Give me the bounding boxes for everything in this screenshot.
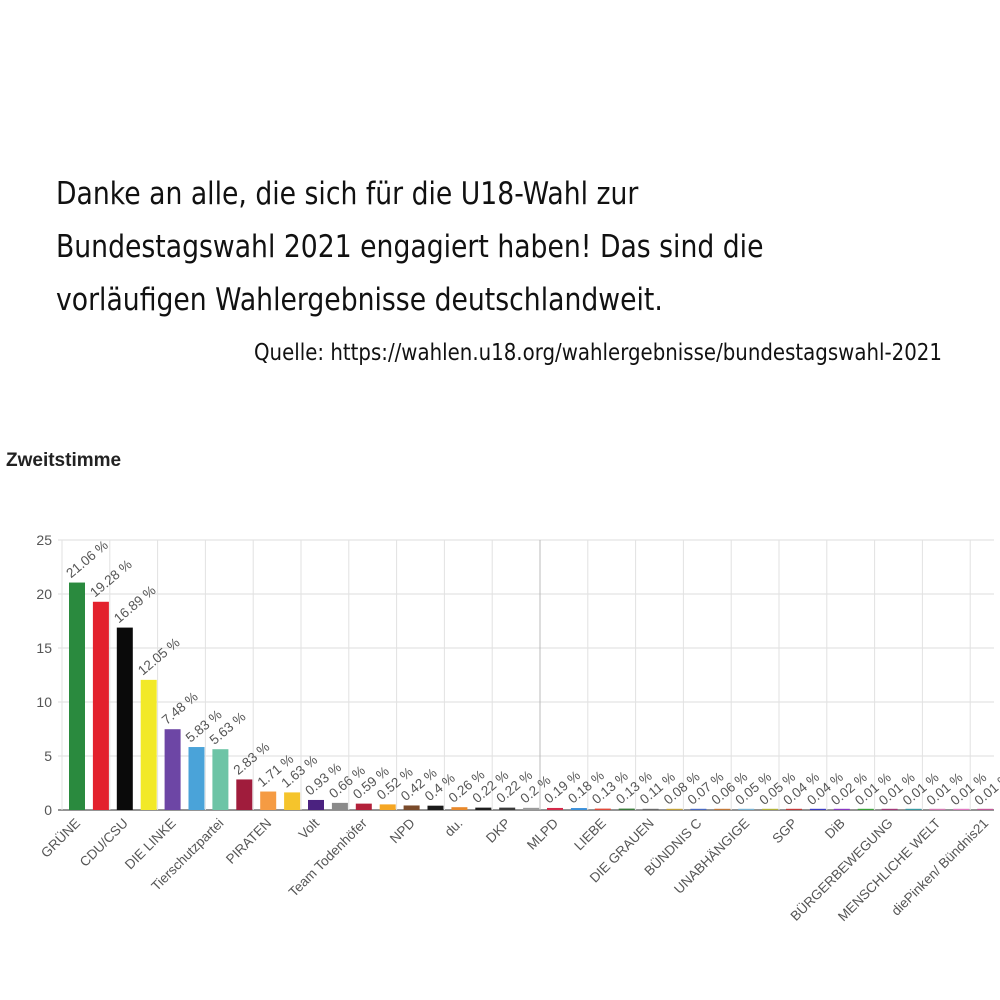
bar [451, 807, 468, 810]
x-tick-label: LIEBE [571, 816, 609, 854]
x-tick-label: DiB [822, 816, 848, 842]
chart-title: Zweitstimme [6, 450, 122, 471]
bar [714, 808, 731, 810]
bar [260, 791, 277, 810]
x-tick-label: du. [442, 816, 466, 840]
x-tick-label: NPD [387, 815, 418, 846]
bar [236, 779, 253, 810]
bar [857, 808, 874, 810]
x-tick-label: SGP [769, 816, 800, 847]
bar [642, 808, 659, 810]
bar [570, 808, 587, 810]
x-tick-label: diePinken/ Bündnis21 [888, 816, 991, 919]
post-headline: Danke an alle, die sich für die U18-Wahl… [56, 176, 764, 318]
bar [929, 808, 946, 810]
y-tick-label: 20 [36, 586, 52, 602]
x-tick-label: MLPD [524, 815, 561, 852]
bar [284, 792, 301, 810]
bar [116, 627, 133, 810]
bar [355, 803, 372, 810]
bar [475, 807, 492, 810]
bar [618, 808, 635, 810]
bar [212, 749, 229, 810]
bar [164, 729, 181, 810]
bar [427, 805, 444, 810]
bar [762, 808, 779, 810]
bar [379, 804, 396, 810]
bar [881, 808, 898, 810]
bar [92, 601, 109, 810]
bar [786, 808, 802, 810]
y-tick-label: 10 [36, 694, 52, 710]
bar [666, 808, 683, 810]
bar [905, 808, 922, 810]
x-tick-label: GRÜNE [38, 816, 83, 861]
bar [69, 582, 85, 810]
y-tick-label: 25 [36, 532, 52, 548]
source-citation: Quelle: https://wahlen.u18.org/wahlergeb… [254, 340, 942, 366]
bar [594, 808, 611, 810]
bar [331, 802, 348, 810]
bar [140, 679, 157, 810]
x-tick-label: Volt [296, 815, 323, 842]
bar [809, 808, 826, 810]
data-label: 12.05 % [135, 635, 183, 678]
y-tick-label: 0 [44, 802, 52, 818]
bar [308, 799, 324, 810]
bar [738, 808, 755, 810]
data-label: 16.89 % [111, 583, 159, 626]
bar [977, 808, 994, 810]
bar [403, 805, 420, 810]
bar [523, 807, 540, 810]
x-tick-label: DKP [483, 816, 513, 846]
y-tick-label: 5 [44, 748, 52, 764]
bar [188, 747, 205, 810]
data-label: 7.48 % [159, 689, 201, 728]
bar [547, 807, 563, 810]
x-tick-label: PIRATEN [223, 816, 274, 867]
bar [953, 808, 970, 810]
bar [690, 808, 707, 810]
bar [499, 807, 516, 810]
y-tick-label: 15 [36, 640, 52, 656]
bar [833, 808, 850, 810]
